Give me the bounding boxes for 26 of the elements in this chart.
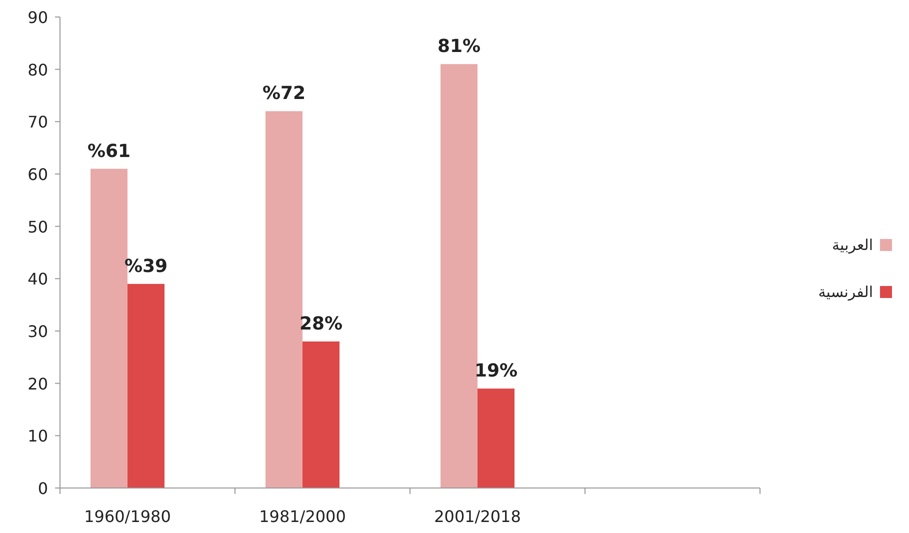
y-tick-label: 90	[28, 8, 48, 27]
bar	[440, 64, 478, 488]
legend-label: الفرنسية	[818, 283, 873, 301]
bar	[478, 388, 514, 488]
y-tick-label: 60	[28, 165, 48, 184]
y-tick-label: 50	[28, 217, 48, 236]
data-label: 81%	[437, 36, 481, 58]
legend-label: العربية	[832, 236, 873, 254]
bar	[266, 111, 302, 488]
x-tick-label: 1960/1980	[84, 507, 171, 526]
y-tick-label: 30	[28, 322, 48, 341]
y-tick-label: 0	[38, 479, 48, 498]
data-label: %39	[124, 256, 168, 277]
y-tick-label: 70	[28, 112, 48, 132]
data-label: 19%	[474, 360, 518, 382]
y-tick-label: 40	[28, 270, 48, 289]
bar	[302, 341, 340, 488]
y-tick-label: 20	[28, 374, 48, 394]
x-tick-label: 1981/2000	[259, 507, 346, 526]
data-label: %72	[262, 83, 306, 104]
data-label: 28%	[299, 313, 343, 334]
x-tick-label: 2001/2018	[434, 507, 521, 526]
data-label: %61	[87, 140, 131, 162]
y-tick-label: 10	[28, 426, 48, 446]
bar	[128, 284, 164, 488]
y-tick-label: 80	[28, 60, 48, 80]
